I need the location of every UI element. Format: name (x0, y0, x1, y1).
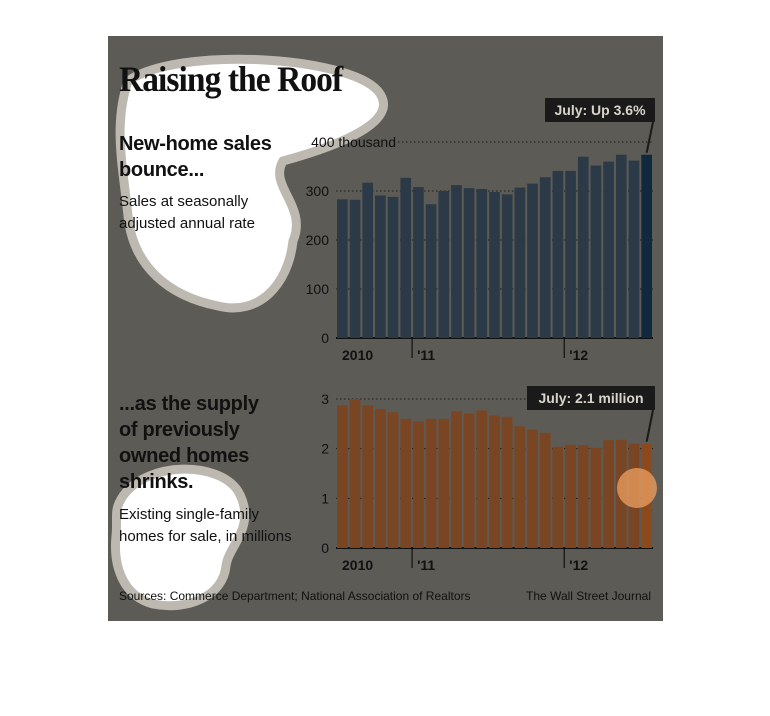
sales-bar (362, 182, 374, 338)
supply-bar (337, 405, 348, 548)
supply-bar (577, 445, 589, 548)
sales-bar (387, 196, 399, 338)
supply-bar (552, 446, 564, 548)
sales-bar (527, 183, 538, 338)
supply-ytick-label: 2 (321, 441, 329, 457)
supply-subtitle: Existing single-family homes for sale, i… (119, 506, 292, 545)
sales-xtick-label: '12 (569, 347, 588, 363)
supply-bar (463, 413, 475, 548)
sales-bar (337, 199, 348, 338)
supply-bar (476, 410, 488, 548)
sales-xtick-label: 2010 (342, 347, 373, 363)
sales-bar (641, 154, 652, 338)
supply-bar (539, 432, 551, 548)
supply-ytick-label: 0 (321, 540, 329, 556)
sales-ytick-label: 100 (306, 281, 330, 297)
sales-ytick-label: 300 (306, 183, 330, 199)
supply-bar (489, 415, 500, 548)
supply-bar (514, 426, 526, 548)
sales-bar (565, 170, 576, 338)
supply-bar (387, 412, 399, 548)
highlight-marker (617, 468, 657, 508)
sales-bar (438, 191, 450, 338)
supply-bar (400, 418, 412, 548)
sales-bar (514, 187, 526, 338)
supply-bar (590, 447, 602, 548)
sales-bar (577, 156, 589, 338)
supply-callout-label: July: 2.1 million (538, 390, 643, 406)
sources-note: Sources: Commerce Department; National A… (119, 589, 471, 603)
sales-bar (628, 160, 640, 338)
supply-bar (425, 418, 437, 548)
sales-ytick-label: 200 (306, 232, 330, 248)
sales-bar (590, 165, 602, 338)
supply-bar (565, 444, 576, 548)
sales-bar (489, 191, 500, 338)
supply-xtick-label: '12 (569, 557, 588, 573)
supply-bar (438, 418, 450, 548)
supply-bar (413, 421, 424, 548)
sales-heading: New-home sales bounce... (119, 133, 272, 181)
supply-xtick-label: 2010 (342, 557, 373, 573)
sales-bar (463, 188, 475, 338)
sales-bar (552, 170, 564, 338)
decorative-blob-bottom (110, 464, 250, 611)
sales-bar (375, 195, 386, 338)
new-home-sales-chart: 0 100 200 300 400 thousand 2010 '11 '12 July: Up… (306, 98, 655, 363)
sales-bar (413, 187, 424, 338)
sales-bar (615, 154, 627, 338)
supply-callout-box (527, 386, 655, 410)
sales-bar (425, 204, 437, 338)
supply-bar (451, 411, 462, 548)
decorative-blob-top (115, 54, 388, 313)
sales-bar (400, 177, 412, 338)
charts-svg: 0 100 200 300 400 thousand 2010 '11 '12 July: Up… (306, 98, 657, 573)
supply-bar (603, 440, 614, 548)
supply-chart: 0 1 2 3 2010 '11 '12 July: 2.1 million (321, 386, 657, 573)
supply-heading: ...as the supply of previously owned hom… (119, 393, 259, 493)
supply-ytick-label: 1 (321, 490, 329, 506)
sales-ytick-label: 400 thousand (311, 134, 396, 150)
sales-bar (501, 194, 513, 338)
sales-xtick-label: '11 (417, 347, 435, 363)
supply-bar (501, 416, 513, 548)
supply-bar (349, 399, 361, 548)
chart-panel: 0 100 200 300 400 thousand 2010 '11 '12 July: Up… (108, 36, 663, 621)
sales-bar (539, 177, 551, 338)
sales-subtitle: Sales at seasonally adjusted annual rate (119, 193, 255, 232)
supply-bar (527, 429, 538, 548)
sales-callout-box (545, 98, 655, 122)
sales-bar (349, 199, 361, 338)
sales-bar (476, 189, 488, 338)
supply-ytick-label: 3 (321, 391, 329, 407)
supply-xtick-label: '11 (417, 557, 435, 573)
publisher-credit: The Wall Street Journal (526, 589, 651, 603)
sales-bar (603, 161, 614, 338)
supply-callout-pointer (645, 409, 654, 442)
supply-bar (375, 408, 386, 548)
sales-callout-label: July: Up 3.6% (554, 102, 646, 118)
page-title: Raising the Roof (119, 59, 343, 99)
supply-bar (362, 405, 374, 548)
sales-ytick-label: 0 (321, 330, 329, 346)
sales-bar (451, 185, 462, 338)
sales-callout-pointer (645, 121, 654, 153)
